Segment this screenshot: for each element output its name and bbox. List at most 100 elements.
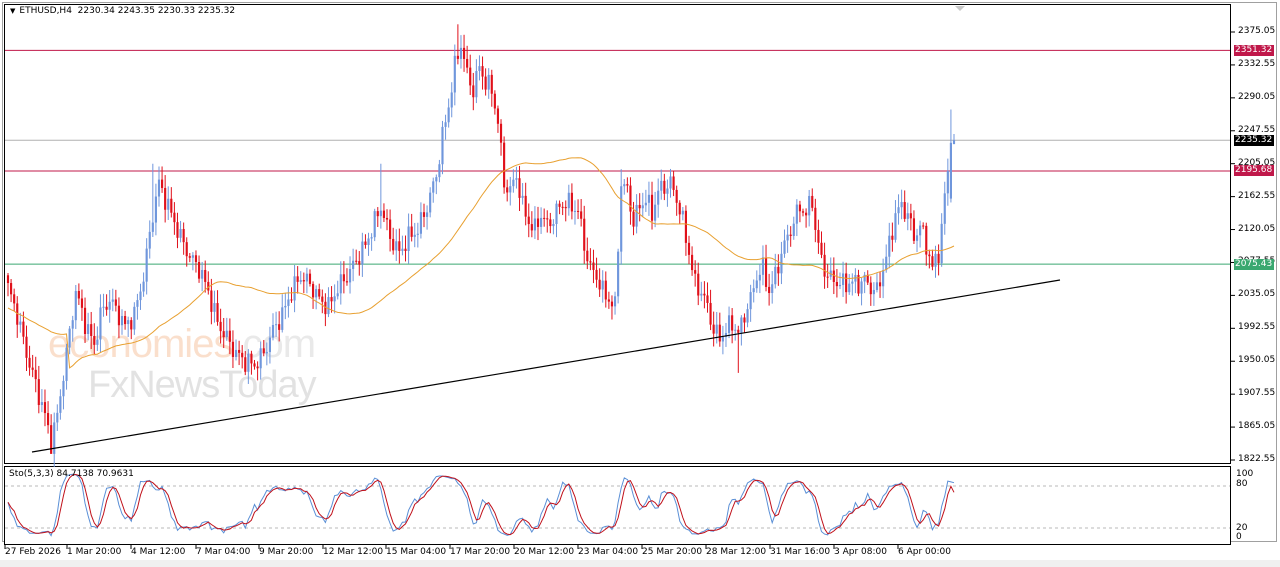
bear-candle <box>404 248 407 251</box>
bull-candle <box>783 240 786 254</box>
bear-candle <box>253 363 256 367</box>
bear-candle <box>928 254 931 257</box>
stochastic-main-line <box>7 473 955 537</box>
bear-candle <box>318 289 321 297</box>
bear-candle <box>207 281 210 291</box>
bear-candle <box>410 226 413 237</box>
bull-candle <box>786 234 789 241</box>
bear-candle <box>342 274 345 282</box>
bear-candle <box>302 280 305 282</box>
bull-candle <box>429 192 432 213</box>
bull-candle <box>906 213 909 219</box>
bull-candle <box>87 324 90 334</box>
bull-candle <box>900 202 903 208</box>
symbol-timeframe: ETHUSD,H4 <box>19 6 72 16</box>
bull-candle <box>413 234 416 237</box>
bull-candle <box>213 303 216 312</box>
bull-candle <box>724 332 728 337</box>
bull-candle <box>438 164 441 178</box>
bear-candle <box>549 219 552 227</box>
bull-candle <box>299 280 302 282</box>
bear-candle <box>376 211 379 217</box>
bear-candle <box>80 298 84 308</box>
bear-candle <box>16 303 19 325</box>
bull-candle <box>40 402 43 406</box>
bull-candle <box>425 212 429 217</box>
bear-candle <box>105 306 108 310</box>
bear-candle <box>626 184 629 186</box>
bull-candle <box>148 231 151 249</box>
bear-candle <box>694 270 697 274</box>
bear-candle <box>22 321 25 337</box>
bull-candle <box>943 193 946 224</box>
bull-candle <box>59 396 62 413</box>
bull-candle <box>271 324 275 338</box>
stochastic-signal-line <box>7 473 955 536</box>
bear-candle <box>238 349 241 353</box>
bull-candle <box>660 180 663 191</box>
bull-candle <box>145 248 148 282</box>
bull-candle <box>613 296 617 307</box>
bear-candle <box>176 222 179 238</box>
bear-candle <box>34 369 37 380</box>
bull-candle <box>512 179 515 187</box>
bull-candle <box>915 235 919 241</box>
bear-candle <box>90 324 93 336</box>
time-tick-label: 25 Mar 20:00 <box>642 547 703 557</box>
bear-candle <box>210 290 213 312</box>
chart-shift-marker-icon <box>955 6 965 11</box>
bull-candle <box>327 297 330 315</box>
bear-candle <box>499 123 503 143</box>
bull-candle <box>333 296 336 302</box>
bear-candle <box>311 283 315 298</box>
price-tick-label: 1865.05 <box>1238 421 1276 432</box>
bear-candle <box>46 413 50 426</box>
bull-candle <box>379 210 382 217</box>
bull-candle <box>882 270 885 287</box>
time-tick-label: 31 Mar 16:00 <box>770 547 831 557</box>
bear-candle <box>663 180 666 194</box>
bear-candle <box>355 260 358 262</box>
bear-candle <box>194 255 198 263</box>
bull-candle <box>792 223 795 236</box>
bull-candle <box>478 66 481 71</box>
bull-candle <box>795 204 798 224</box>
triangle-down-icon[interactable]: ▼ <box>10 7 16 15</box>
bull-candle <box>734 329 737 331</box>
bull-candle <box>99 307 102 340</box>
bear-candle <box>31 367 34 370</box>
bear-candle <box>632 211 635 227</box>
bear-candle <box>925 225 928 255</box>
bear-candle <box>777 266 780 274</box>
bear-candle <box>709 302 712 325</box>
bear-candle <box>801 211 805 213</box>
bear-candle <box>241 352 244 358</box>
bull-candle <box>771 284 774 294</box>
bull-candle <box>552 224 555 227</box>
bear-candle <box>561 206 564 208</box>
bear-candle <box>869 282 872 295</box>
price-chart-pane[interactable] <box>4 4 1231 464</box>
bull-candle <box>838 284 842 287</box>
bull-candle <box>361 241 364 265</box>
bear-candle <box>678 202 681 215</box>
bear-candle <box>891 235 894 240</box>
bull-candle <box>888 235 891 257</box>
price-tick-label: 2332.55 <box>1238 58 1276 69</box>
bull-candle <box>746 309 749 323</box>
bear-candle <box>576 210 580 212</box>
bear-candle <box>324 301 327 315</box>
bear-candle <box>389 219 392 239</box>
bull-candle <box>336 293 339 297</box>
bull-candle <box>567 192 570 209</box>
bull-candle <box>265 352 268 354</box>
time-tick-label: 4 Mar 12:00 <box>131 547 186 557</box>
bear-candle <box>912 218 916 241</box>
bear-candle <box>743 317 746 323</box>
bull-candle <box>96 339 99 345</box>
bull-candle <box>617 251 620 297</box>
bull-candle <box>71 320 74 329</box>
bear-candle <box>164 187 167 210</box>
